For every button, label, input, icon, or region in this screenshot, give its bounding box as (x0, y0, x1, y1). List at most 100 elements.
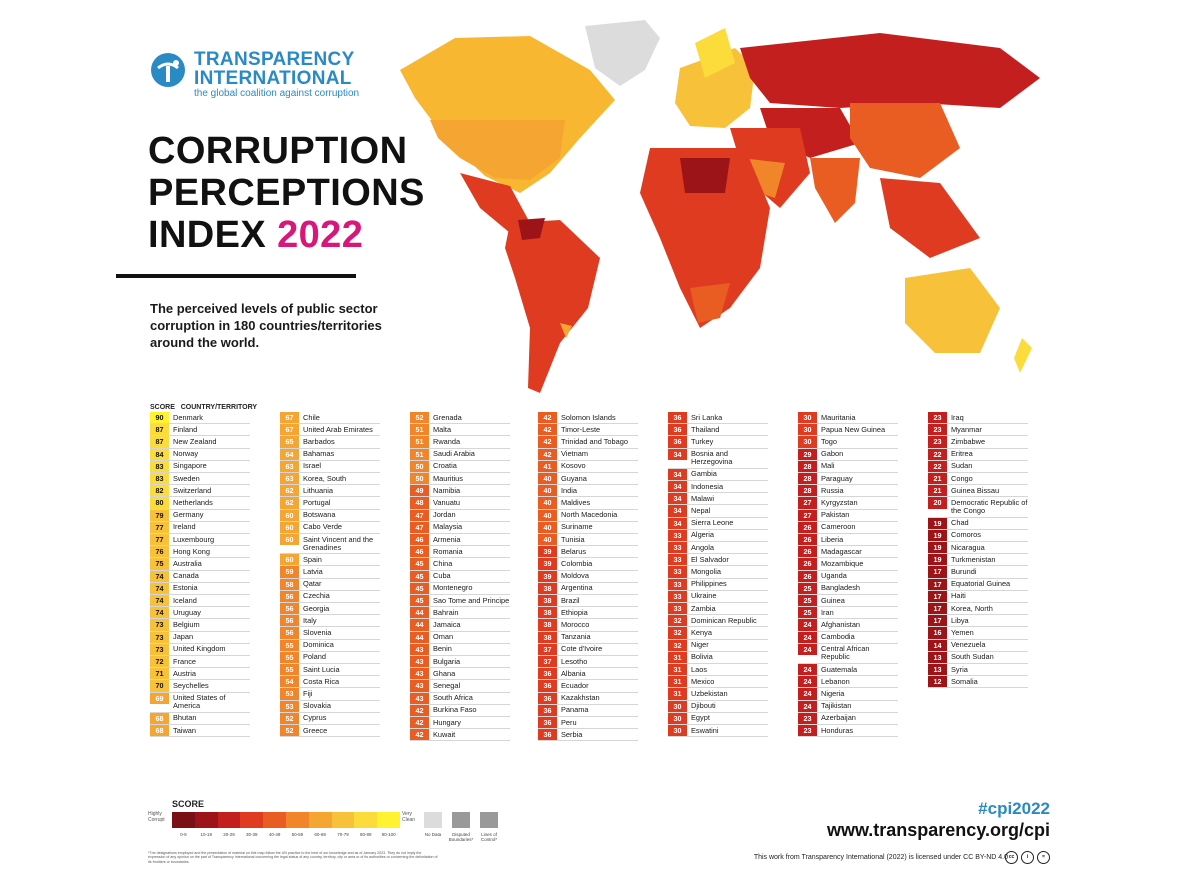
ranking-row: 73 Japan (150, 631, 250, 644)
country-name: Korea, North (951, 603, 993, 613)
ranking-row: 45 China (410, 558, 510, 571)
score-badge: 44 (410, 631, 429, 643)
map-uruguay (560, 323, 572, 338)
score-badge: 23 (798, 725, 817, 737)
ranking-row: 40 India (538, 485, 638, 498)
ranking-row: 64 Bahamas (280, 448, 380, 461)
score-badge: 17 (928, 615, 947, 627)
country-name: Malawi (691, 493, 714, 503)
country-name: Argentina (561, 583, 593, 593)
score-badge: 74 (150, 570, 169, 582)
ranking-row: 68 Bhutan (150, 712, 250, 726)
country-name: Azerbaijan (821, 713, 856, 723)
ranking-row: 67 United Arab Emirates (280, 424, 380, 437)
score-badge: 73 (150, 619, 169, 631)
country-name: Tanzania (561, 632, 591, 642)
ranking-row: 72 France (150, 656, 250, 669)
country-name: Ethiopia (561, 607, 588, 617)
ranking-row: 26 Mozambique (798, 558, 898, 571)
country-name: Gambia (691, 469, 717, 479)
country-name: Zambia (691, 603, 716, 613)
score-badge: 36 (538, 680, 557, 692)
ranking-row: 38 Ethiopia (538, 607, 638, 620)
ranking-row: 23 Iraq (928, 412, 1028, 425)
score-badge: 47 (410, 521, 429, 534)
score-badge: 83 (150, 460, 169, 473)
score-badge: 24 (798, 676, 817, 688)
country-name: Lithuania (303, 485, 333, 495)
country-name: Vanuatu (433, 498, 460, 508)
score-badge: 28 (798, 473, 817, 485)
country-name: Malta (433, 424, 452, 434)
score-badge: 34 (668, 517, 687, 529)
score-badge: 36 (538, 692, 557, 704)
ranking-row: 42 Kuwait (410, 729, 510, 742)
ranking-column: 30 Mauritania 30 Papua New Guinea 30 Togo 29 Ga… (798, 412, 898, 738)
ranking-row: 60 Saint Vincent and the Grenadines (280, 534, 380, 555)
ranking-row: 50 Mauritius (410, 473, 510, 486)
country-name: Honduras (821, 725, 854, 735)
country-name: Haiti (951, 591, 966, 601)
ranking-column: 52 Grenada 51 Malta 51 Rwanda 51 Saudi Arabia 50… (410, 412, 510, 742)
country-name: Sweden (173, 473, 200, 483)
map-sahara (680, 158, 730, 193)
score-badge: 48 (410, 497, 429, 509)
country-name: Denmark (173, 412, 203, 422)
website-link[interactable]: www.transparency.org/cpi (826, 820, 1050, 840)
ranking-column: 36 Sri Lanka 36 Thailand 36 Turkey 34 Bosnia an… (668, 412, 768, 738)
ranking-row: 55 Dominica (280, 639, 380, 652)
ranking-row: 60 Cabo Verde (280, 521, 380, 535)
ranking-row: 36 Ecuador (538, 680, 638, 693)
country-name: Comoros (951, 530, 981, 540)
score-badge: 21 (928, 473, 947, 485)
title-year: 2022 (277, 214, 364, 256)
country-name: Cambodia (821, 632, 855, 642)
score-badge: 68 (150, 725, 169, 737)
country-name: Paraguay (821, 473, 853, 483)
country-name: Tunisia (561, 534, 585, 544)
country-name: Israel (303, 461, 322, 471)
score-badge: 26 (798, 534, 817, 546)
ranking-row: 17 Burundi (928, 566, 1028, 579)
ranking-row: 30 Eswatini (668, 725, 768, 738)
country-name: Singapore (173, 461, 207, 471)
score-badge: 22 (928, 448, 947, 460)
country-name: Senegal (433, 681, 461, 691)
ranking-row: 26 Cameroon (798, 521, 898, 535)
ranking-row: 17 Korea, North (928, 603, 1028, 616)
country-name: Peru (561, 717, 577, 727)
score-badge: 36 (538, 668, 557, 680)
legend-segment (263, 812, 286, 828)
country-name: Eswatini (691, 725, 719, 735)
score-badge: 31 (668, 688, 687, 700)
score-badge: 43 (410, 668, 429, 680)
score-badge: 56 (280, 615, 299, 627)
legend-segment (240, 812, 264, 828)
ranking-row: 51 Rwanda (410, 436, 510, 449)
ranking-row: 24 Guatemala (798, 664, 898, 677)
lines-of-control-swatch (480, 812, 498, 828)
score-badge: 24 (798, 688, 817, 700)
score-badge: 39 (538, 546, 557, 558)
ranking-row: 36 Turkey (668, 436, 768, 449)
ti-logo: TRANSPARENCY INTERNATIONAL the global coa… (150, 48, 370, 104)
score-badge: 73 (150, 631, 169, 643)
ranking-row: 58 Qatar (280, 578, 380, 591)
country-name: Montenegro (433, 583, 473, 593)
ranking-row: 47 Jordan (410, 509, 510, 522)
nd-icon: = (1037, 851, 1050, 864)
country-name: Kenya (691, 628, 712, 638)
country-name: Nigeria (821, 689, 845, 699)
legend-segment (331, 812, 355, 828)
country-name: Fiji (303, 689, 313, 699)
ranking-row: 87 New Zealand (150, 436, 250, 449)
score-badge: 60 (280, 509, 299, 521)
ranking-row: 31 Laos (668, 664, 768, 677)
ranking-row: 43 South Africa (410, 692, 510, 705)
score-badge: 38 (538, 595, 557, 607)
ranking-row: 33 Philippines (668, 578, 768, 591)
ranking-row: 23 Zimbabwe (928, 436, 1028, 449)
score-badge: 34 (668, 448, 687, 460)
license-text: This work from Transparency Internationa… (753, 854, 1008, 861)
ranking-row: 22 Eritrea (928, 448, 1028, 461)
